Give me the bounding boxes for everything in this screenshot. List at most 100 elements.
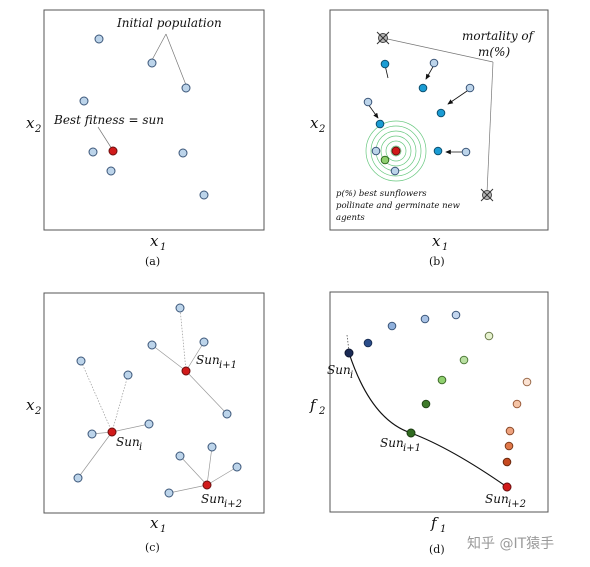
agent xyxy=(147,58,157,68)
agent xyxy=(175,303,185,313)
panel-a-frame xyxy=(43,9,265,231)
sun-i-point xyxy=(344,348,354,358)
sun-i-point xyxy=(107,427,117,437)
agent xyxy=(199,190,209,200)
moved-agent xyxy=(380,59,390,69)
sun-i2-label: Sun xyxy=(201,492,225,506)
pollinate-label-1: p(%) best sunflowers xyxy=(336,188,427,199)
moved-agent xyxy=(436,108,446,118)
agent xyxy=(207,442,217,452)
front-start-dots xyxy=(346,334,350,352)
panel-d-ysub: 2 xyxy=(318,406,325,417)
agent xyxy=(147,340,157,350)
pollinated-agent xyxy=(380,155,390,165)
agent xyxy=(178,148,188,158)
moved-agent xyxy=(433,146,443,156)
panel-c-xlabel: x xyxy=(150,514,159,532)
panel-a-xsub: 1 xyxy=(160,242,166,253)
agent xyxy=(222,409,232,419)
best-pointer xyxy=(97,126,113,150)
moved-agent xyxy=(375,119,385,129)
best-fitness-label: Best fitness = sun xyxy=(53,113,164,127)
agent xyxy=(144,419,154,429)
sun-i1-sub: i+1 xyxy=(403,443,421,454)
panel-a: Initial population Best fitness = sun x … xyxy=(26,9,265,268)
sun-point xyxy=(108,146,118,156)
panel-d-caption: (d) xyxy=(429,543,445,556)
sun-i-label: Sun xyxy=(116,435,140,449)
agent xyxy=(123,370,133,380)
agent xyxy=(79,96,89,106)
panel-c-xsub: 1 xyxy=(160,524,166,535)
sun-i1-point xyxy=(406,428,416,438)
panel-c: Sun i Sun i+1 Sun i+2 x 1 x 2 (c) xyxy=(26,292,265,554)
initial-population-label: Initial population xyxy=(116,16,222,30)
panel-a-ysub: 2 xyxy=(34,124,41,135)
movement-arrows xyxy=(367,64,471,155)
agent xyxy=(232,462,242,472)
sun-i2-sub: i+2 xyxy=(224,499,242,510)
panel-b-caption: (b) xyxy=(429,255,445,268)
panel-c-ysub: 2 xyxy=(34,406,41,417)
agent xyxy=(199,337,209,347)
agent xyxy=(87,429,97,439)
panel-b: mortality of m(%) p(%) best sunflowers p… xyxy=(310,9,549,268)
cluster-lines xyxy=(77,307,238,494)
panel-b-xsub: 1 xyxy=(442,242,448,253)
sun-i-label: Sun xyxy=(327,363,351,377)
panel-b-ylabel: x xyxy=(310,114,319,132)
sun-i2-point xyxy=(502,482,512,492)
panel-a-caption: (a) xyxy=(145,255,160,268)
panel-b-xlabel: x xyxy=(432,232,441,250)
initial-pointer-2 xyxy=(165,33,187,86)
sun-point xyxy=(391,146,401,156)
sun-i1-label: Sun xyxy=(196,353,220,367)
sun-i1-label: Sun xyxy=(380,436,404,450)
panel-c-frame xyxy=(43,292,265,514)
agent xyxy=(88,147,98,157)
sun-i2-sub: i+2 xyxy=(508,499,526,510)
mortality-label-2: m(%) xyxy=(478,45,510,59)
watermark: 知乎 @IT猿手 xyxy=(467,535,554,552)
mortality-line-1 xyxy=(382,37,494,63)
agent xyxy=(429,58,439,68)
agent xyxy=(363,97,373,107)
agent xyxy=(73,473,83,483)
sun-i2-point xyxy=(202,480,212,490)
panel-b-ysub: 2 xyxy=(318,124,325,135)
agent xyxy=(94,34,104,44)
pollinate-label-3: agents xyxy=(336,213,365,223)
pareto-points xyxy=(363,310,532,467)
initial-pointer-1 xyxy=(151,33,167,61)
panel-d-xlabel: f xyxy=(430,514,439,532)
sun-i1-sub: i+1 xyxy=(219,360,237,371)
sun-i2-label: Sun xyxy=(485,492,509,506)
pareto-front-curve xyxy=(348,352,508,488)
moved-agent xyxy=(418,83,428,93)
agent xyxy=(164,488,174,498)
panel-d: Sun i Sun i+1 Sun i+2 f 1 f 2 (d) xyxy=(309,291,549,556)
dead-agent-icon xyxy=(480,188,494,202)
agent xyxy=(106,166,116,176)
sun-i-sub: i xyxy=(350,370,353,381)
mortality-label-1: mortality of xyxy=(462,29,536,43)
pollinate-label-2: pollinate and germinate new xyxy=(336,201,461,211)
mortality-line-2 xyxy=(486,61,494,194)
agent xyxy=(461,147,471,157)
agent xyxy=(175,451,185,461)
panel-c-caption: (c) xyxy=(145,541,160,554)
agent xyxy=(465,83,475,93)
dead-agent-icon xyxy=(376,31,390,45)
panel-a-xlabel: x xyxy=(150,232,159,250)
panel-d-xsub: 1 xyxy=(440,524,446,535)
agent xyxy=(76,356,86,366)
panel-d-frame xyxy=(329,291,549,513)
panel-b-frame xyxy=(329,9,549,231)
panel-a-ylabel: x xyxy=(26,114,35,132)
panel-c-ylabel: x xyxy=(26,396,35,414)
sun-i1-point xyxy=(181,366,191,376)
sun-i-sub: i xyxy=(139,442,142,453)
agent xyxy=(371,146,381,156)
agent xyxy=(181,83,191,93)
